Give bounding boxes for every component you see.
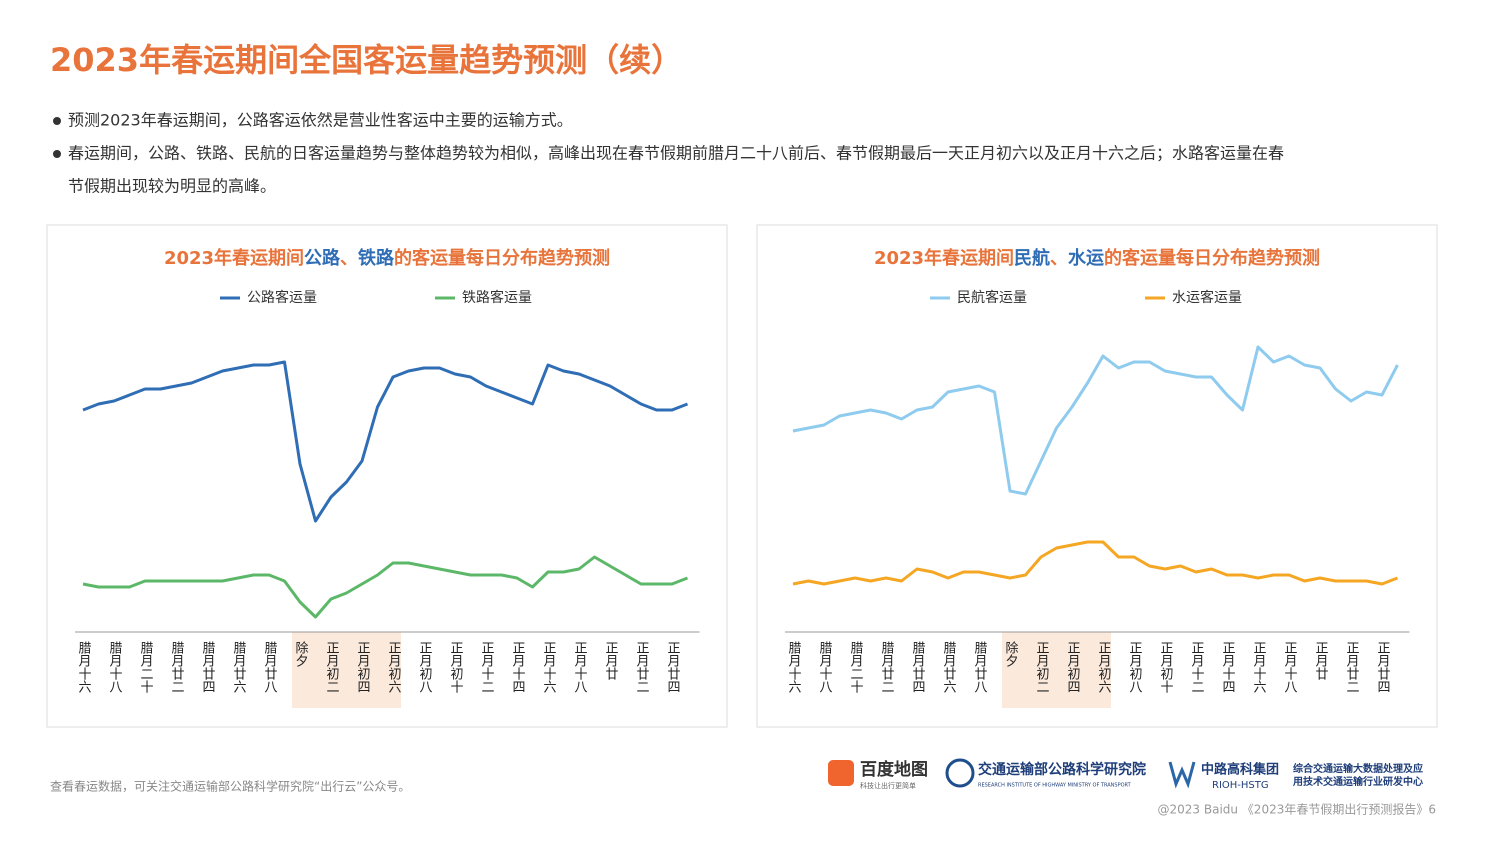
title-part: 公路 bbox=[304, 247, 341, 269]
logo: 中路高科集团 bbox=[1201, 762, 1279, 778]
x-tick-label: 正月廿四 bbox=[1375, 641, 1391, 693]
legend-label: 铁路客运量 bbox=[462, 289, 532, 306]
x-tick-label: 腊月廿六 bbox=[231, 641, 247, 693]
panel bbox=[46, 224, 728, 728]
x-tick-label: 正月初十 bbox=[448, 641, 464, 693]
x-tick-label: 正月十二 bbox=[479, 641, 495, 693]
x-tick-label: 腊月廿六 bbox=[941, 641, 957, 693]
x-tick-label: 正月廿二 bbox=[634, 641, 650, 693]
footer-note: 查看春运数据，可关注交通运输部公路科学研究院“出行云”公众号。 bbox=[50, 779, 410, 794]
x-tick-label: 腊月廿四 bbox=[200, 641, 216, 693]
series-line bbox=[82, 555, 689, 619]
title-part: 铁路 bbox=[358, 247, 395, 269]
x-tick-label: 正月十六 bbox=[541, 641, 557, 693]
x-tick-label: 正月初六 bbox=[1096, 641, 1112, 693]
x-tick-label: 腊月二十 bbox=[848, 641, 864, 693]
x-tick-label: 正月初八 bbox=[417, 641, 433, 693]
logo: 综合交通运输大数据处理及应 bbox=[1293, 762, 1423, 775]
x-tick-label: 正月廿四 bbox=[665, 641, 681, 693]
x-tick-label: 腊月二十 bbox=[138, 641, 154, 693]
title-part: 、 bbox=[1050, 248, 1068, 269]
chart-title: 2023年春运期间民航、水运的客运量每日分布趋势预测 bbox=[874, 247, 1320, 269]
logo: 用技术交通运输行业研发中心 bbox=[1292, 775, 1423, 788]
legend-label: 水运客运量 bbox=[1172, 289, 1242, 306]
x-tick-label: 正月十八 bbox=[1282, 641, 1298, 693]
x-tick-label: 正月十六 bbox=[1251, 641, 1267, 693]
logo-sub: 科技让出行更简单 bbox=[860, 781, 916, 790]
x-tick-label: 腊月十八 bbox=[817, 641, 833, 693]
x-tick-label: 腊月廿二 bbox=[169, 641, 185, 693]
x-tick-label: 正月廿 bbox=[1313, 641, 1329, 681]
x-tick-label: 正月十四 bbox=[1220, 641, 1236, 693]
copyright: @2023 Baidu 《2023年春节假期出行预测报告》6 bbox=[1158, 802, 1437, 817]
title-part: 水运 bbox=[1068, 247, 1104, 269]
series-line bbox=[792, 345, 1399, 496]
x-tick-label: 腊月十六 bbox=[76, 641, 92, 693]
x-tick-label: 腊月十六 bbox=[786, 641, 802, 693]
x-tick-label: 正月廿 bbox=[603, 641, 619, 681]
x-tick-label: 正月初六 bbox=[386, 641, 402, 693]
title-part: 民航 bbox=[1014, 247, 1050, 269]
legend-label: 民航客运量 bbox=[957, 289, 1027, 306]
x-tick-label: 正月十四 bbox=[510, 641, 526, 693]
title-part: 、 bbox=[340, 248, 358, 269]
holiday-band bbox=[292, 632, 401, 708]
holiday-band bbox=[1002, 632, 1111, 708]
chart-title: 2023年春运期间公路、铁路的客运量每日分布趋势预测 bbox=[164, 247, 610, 269]
x-tick-label: 正月初十 bbox=[1158, 641, 1174, 693]
title-part: 2023年春运期间 bbox=[164, 247, 304, 269]
series-line bbox=[792, 540, 1399, 586]
x-tick-label: 正月十二 bbox=[1189, 641, 1205, 693]
title-part: 2023年春运期间 bbox=[874, 247, 1014, 269]
x-tick-label: 正月初四 bbox=[1065, 641, 1081, 693]
legend-label: 公路客运量 bbox=[247, 289, 317, 306]
bullet: 春运期间，公路、铁路、民航的日客运量趋势与整体趋势较为相似，高峰出现在春节假期前… bbox=[68, 144, 1284, 163]
x-tick-label: 正月初二 bbox=[1034, 641, 1050, 693]
title-part: 的客运量每日分布趋势预测 bbox=[394, 247, 610, 269]
x-tick-label: 腊月廿八 bbox=[972, 641, 988, 693]
series-line bbox=[82, 360, 689, 523]
logo-sub: RESEARCH INSTITUTE OF HIGHWAY MINISTRY O… bbox=[978, 783, 1132, 789]
bullet-dot bbox=[53, 150, 61, 158]
slide-title: 2023年春运期间全国客运量趋势预测（续） bbox=[50, 41, 683, 79]
x-tick-label: 正月初二 bbox=[324, 641, 340, 693]
logo-icon bbox=[945, 758, 975, 788]
bullet: 预测2023年春运期间，公路客运依然是营业性客运中主要的运输方式。 bbox=[68, 111, 573, 130]
logo: 百度地图 bbox=[860, 759, 928, 780]
x-tick-label: 除夕 bbox=[293, 641, 308, 667]
x-tick-label: 正月十八 bbox=[572, 641, 588, 693]
logo: 交通运输部公路科学研究院 bbox=[978, 761, 1146, 778]
x-tick-label: 腊月廿四 bbox=[910, 641, 926, 693]
x-tick-label: 除夕 bbox=[1003, 641, 1018, 667]
panel bbox=[756, 224, 1438, 728]
logo-icon bbox=[828, 760, 854, 786]
x-tick-label: 腊月十八 bbox=[107, 641, 123, 693]
x-tick-label: 腊月廿八 bbox=[262, 641, 278, 693]
bullet-dot bbox=[53, 117, 61, 125]
x-tick-label: 腊月廿二 bbox=[879, 641, 895, 693]
logo-sub: RIOH-HSTG bbox=[1212, 780, 1269, 791]
logo-icon bbox=[1168, 761, 1196, 789]
x-tick-label: 正月廿二 bbox=[1344, 641, 1360, 693]
x-tick-label: 正月初八 bbox=[1127, 641, 1143, 693]
title-part: 的客运量每日分布趋势预测 bbox=[1104, 247, 1320, 269]
bullet: 节假期出现较为明显的高峰。 bbox=[68, 177, 276, 196]
x-tick-label: 正月初四 bbox=[355, 641, 371, 693]
